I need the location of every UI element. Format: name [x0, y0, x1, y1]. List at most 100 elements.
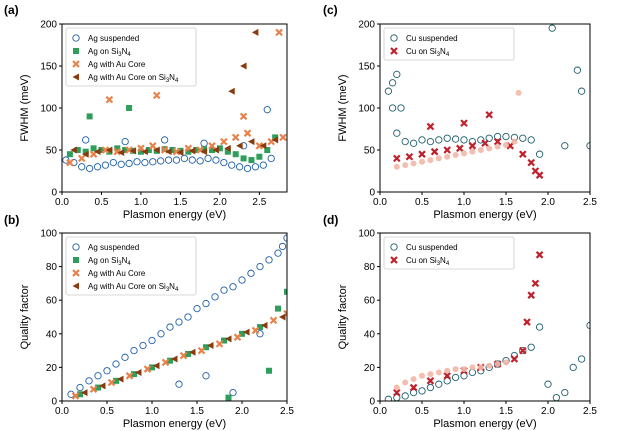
- data-point: [401, 392, 409, 400]
- data-point: [89, 385, 98, 394]
- data-point: [426, 137, 435, 146]
- x-axis-label: Plasmon energy (eV): [123, 209, 226, 221]
- series-cu-suspended: [384, 24, 590, 158]
- series-cu-on-si3n4: [393, 251, 544, 397]
- data-point: [444, 153, 451, 160]
- data-point: [193, 147, 200, 153]
- data-point: [511, 138, 518, 145]
- legend-marker: [72, 34, 80, 42]
- panel-letter: (a): [4, 3, 19, 17]
- data-point: [137, 148, 144, 155]
- data-point: [275, 305, 281, 312]
- data-point: [208, 142, 216, 150]
- legend-marker: [390, 34, 398, 42]
- y-tick-label: 80: [46, 262, 58, 273]
- data-point: [200, 139, 208, 147]
- data-point: [384, 87, 393, 95]
- data-point: [197, 346, 206, 355]
- x-tick-label: 1.0: [145, 406, 159, 417]
- panel-c: (c) 0.0 0.5 1.0 1.5 2.0 2.5 0 50 100 150 200 Plasmon…: [323, 3, 597, 221]
- data-point: [117, 149, 125, 157]
- y-tick-label: 0: [369, 188, 375, 199]
- data-point: [493, 132, 502, 141]
- data-point: [503, 141, 509, 148]
- x-tick-label: 2.0: [235, 406, 249, 417]
- data-point: [275, 28, 283, 37]
- data-point: [169, 147, 176, 153]
- data-point: [259, 142, 267, 150]
- data-point: [216, 145, 223, 152]
- data-point: [461, 150, 467, 157]
- data-point: [519, 346, 527, 355]
- data-point: [426, 383, 435, 392]
- data-point: [544, 380, 552, 388]
- legend-label: Ag on Si3N4: [88, 256, 131, 267]
- data-point: [200, 148, 208, 156]
- data-point: [535, 251, 544, 259]
- data-point: [577, 87, 586, 95]
- data-point: [220, 286, 228, 294]
- x-tick-label: 1.5: [190, 406, 204, 417]
- data-point: [78, 163, 86, 171]
- panel-letter: (d): [323, 213, 338, 227]
- y-tick-label: 0: [51, 188, 57, 199]
- data-point: [157, 157, 165, 165]
- data-point: [426, 122, 435, 131]
- y-tick-label: 150: [358, 62, 375, 73]
- data-point: [259, 161, 267, 169]
- data-point: [401, 137, 409, 146]
- data-point: [486, 145, 493, 152]
- x-tick-label: 2.5: [280, 406, 294, 417]
- x-axis-label: Plasmon energy (eV): [433, 209, 536, 221]
- legend-marker: [390, 256, 398, 264]
- data-point: [224, 144, 231, 152]
- y-tick-label: 0: [51, 397, 57, 408]
- data-point: [107, 378, 116, 387]
- data-point: [236, 142, 243, 150]
- y-tick-label: 200: [40, 20, 57, 31]
- legend-label: Cu on Si3N4: [406, 47, 450, 58]
- data-point: [519, 134, 527, 142]
- data-point: [209, 147, 215, 153]
- data-point: [493, 137, 502, 146]
- legend-label: Cu suspended: [406, 34, 458, 43]
- data-point: [460, 372, 468, 380]
- data-point: [153, 146, 160, 154]
- data-point: [427, 371, 434, 378]
- x-tick-label: 0.0: [55, 406, 69, 417]
- data-point: [94, 148, 101, 156]
- data-point: [461, 366, 467, 373]
- data-point: [211, 293, 219, 301]
- data-point: [452, 152, 459, 159]
- data-point: [240, 155, 247, 162]
- legend-box: [65, 236, 197, 296]
- data-point: [175, 318, 183, 326]
- data-point: [90, 145, 97, 152]
- data-point: [225, 335, 232, 343]
- data-point: [469, 148, 476, 155]
- legend-marker: [390, 47, 398, 55]
- data-point: [130, 346, 138, 355]
- panel-letter: (c): [323, 3, 338, 17]
- data-point: [256, 330, 264, 338]
- data-point: [201, 146, 208, 153]
- x-axis-label: Plasmon energy (eV): [123, 418, 226, 430]
- data-point: [256, 262, 264, 271]
- data-point: [180, 154, 189, 163]
- data-point: [485, 110, 493, 119]
- x-tick-label: 0.5: [415, 197, 429, 208]
- data-point: [105, 95, 114, 104]
- legend-marker: [72, 60, 80, 68]
- data-point: [126, 105, 133, 111]
- data-point: [552, 393, 561, 401]
- data-point: [95, 384, 101, 391]
- legend-label: Cu on Si3N4: [406, 256, 450, 267]
- x-tick-label: 1.0: [457, 406, 471, 417]
- data-point: [77, 154, 86, 163]
- data-point: [122, 147, 129, 153]
- legend-label: Ag with Au Core on Si3N4: [88, 73, 179, 84]
- data-point: [171, 355, 178, 363]
- data-point: [393, 388, 401, 397]
- data-point: [220, 137, 228, 146]
- data-point: [99, 382, 106, 390]
